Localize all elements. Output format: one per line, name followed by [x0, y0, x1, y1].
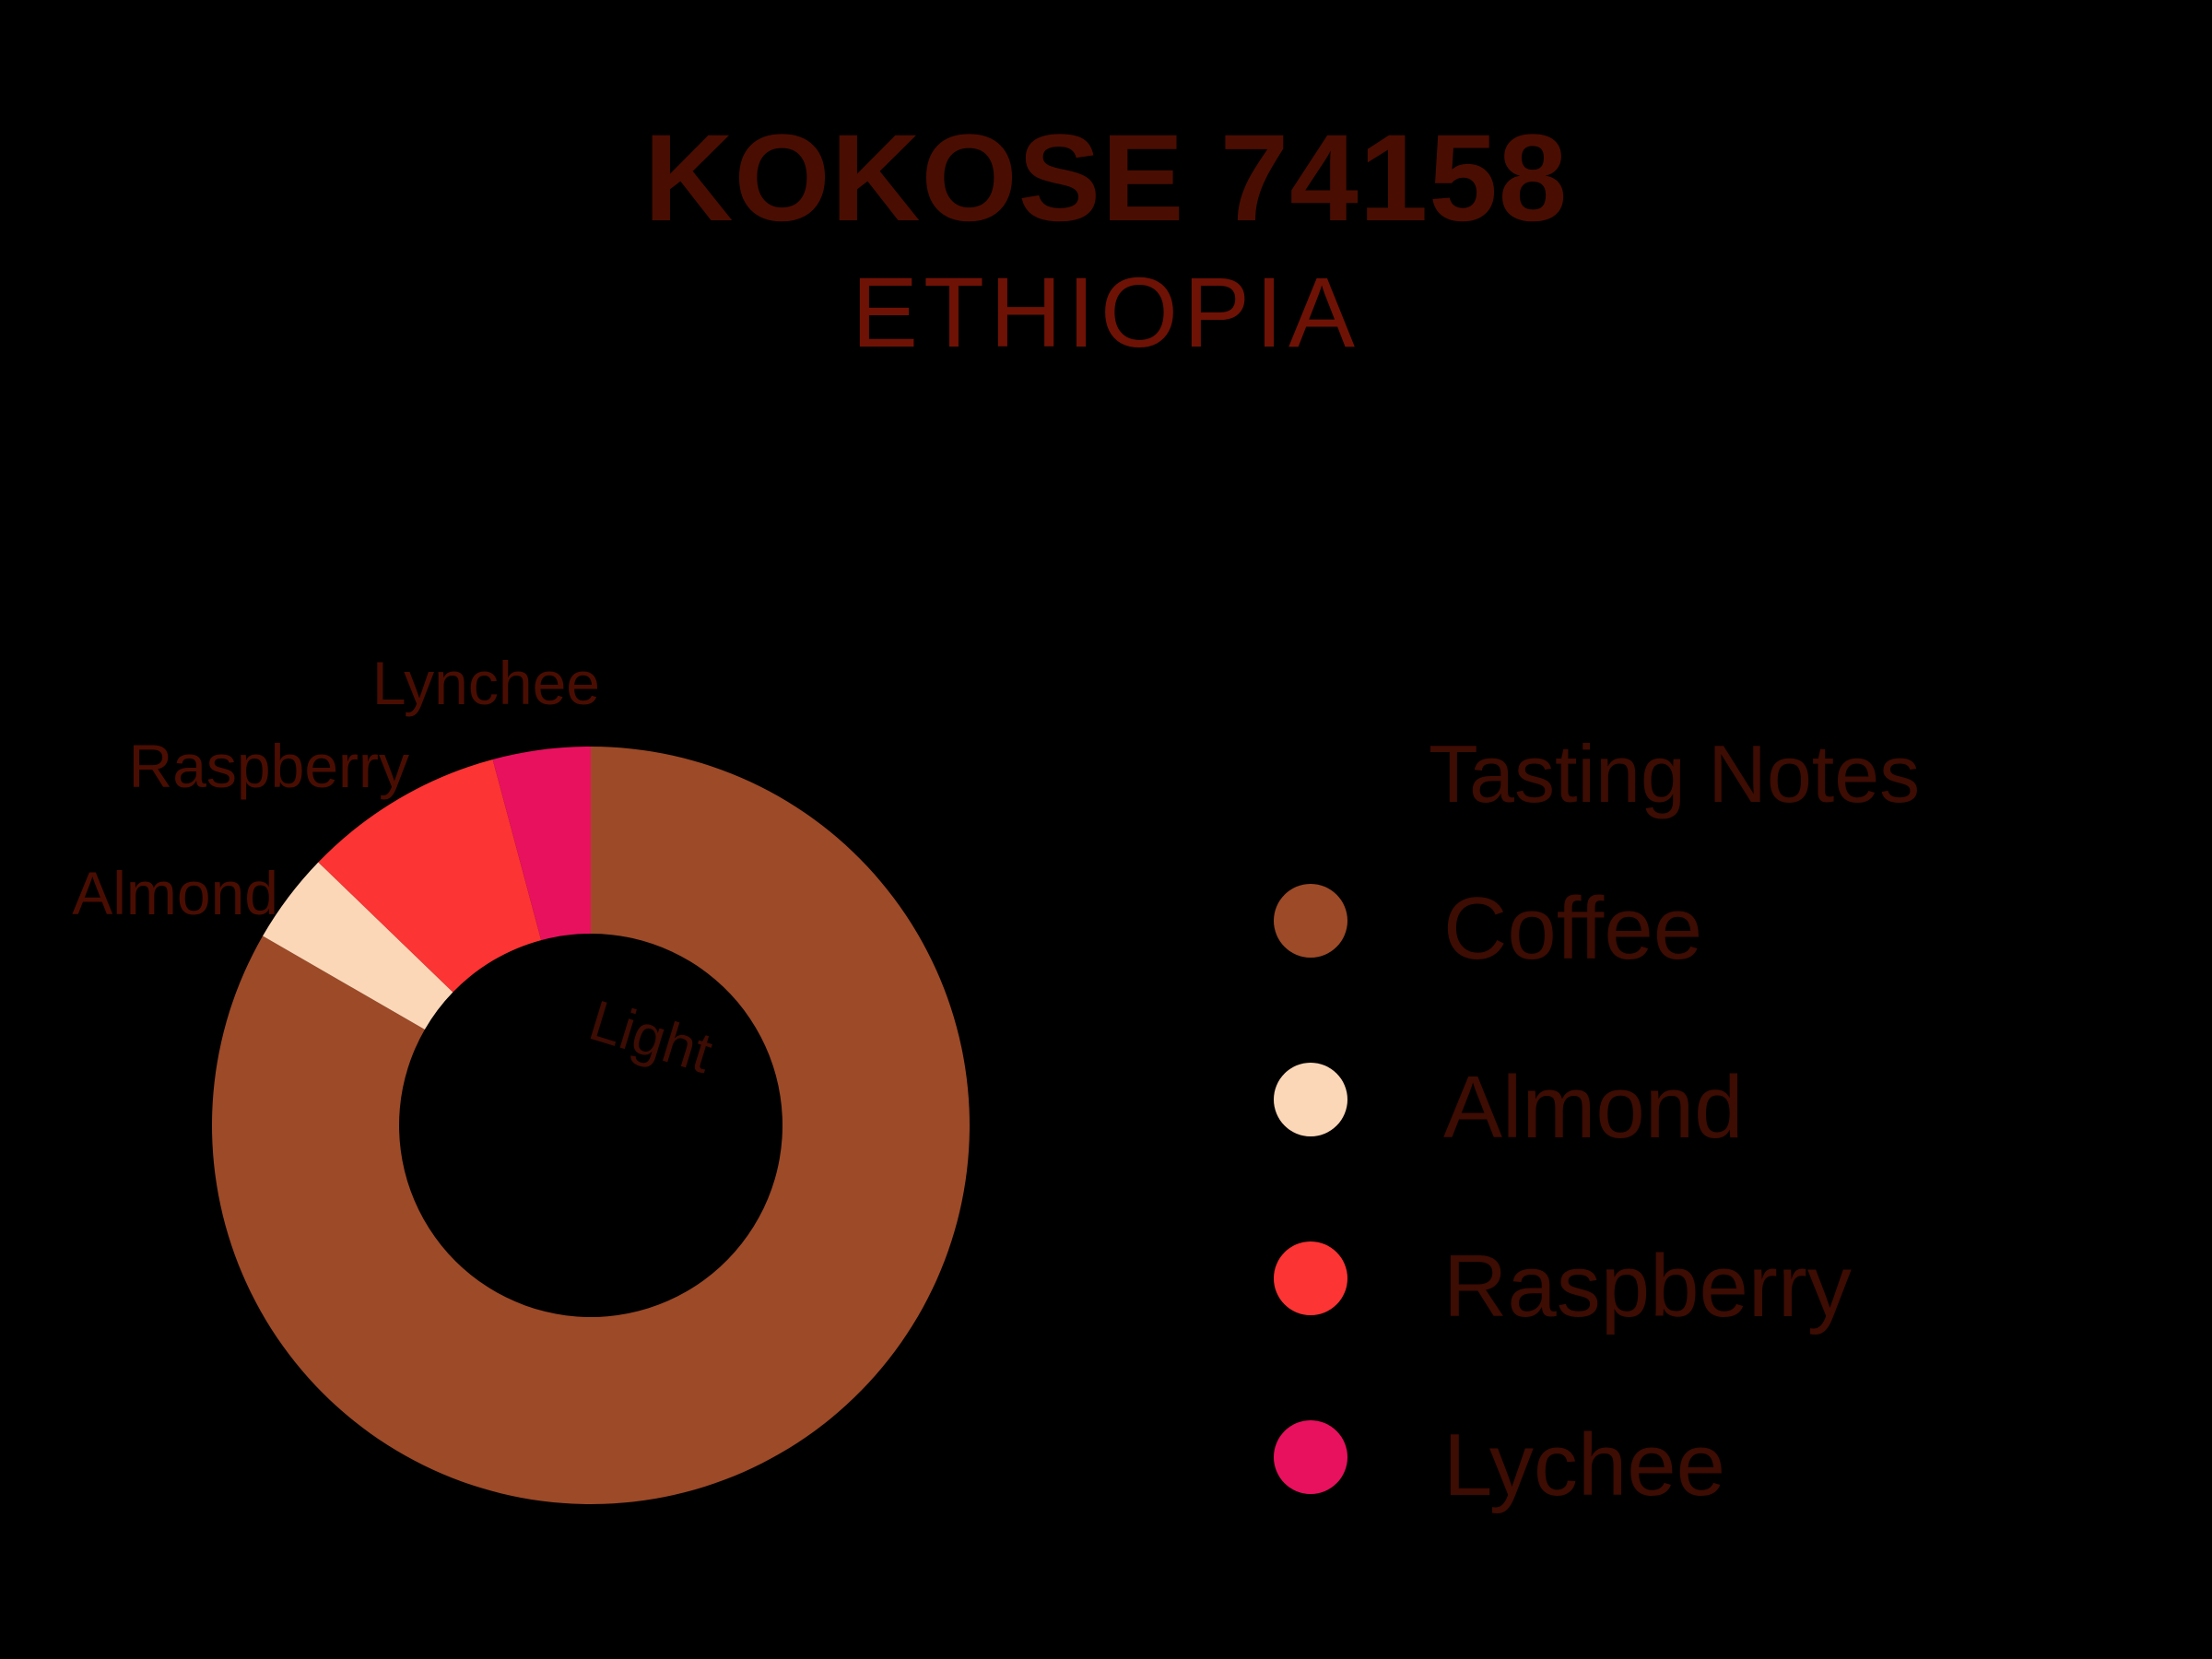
svg-text:Coffee: Coffee — [1443, 879, 1702, 978]
svg-text:Almond: Almond — [1443, 1058, 1744, 1157]
svg-text:Raspberry: Raspberry — [1443, 1237, 1852, 1335]
svg-text:Tasting Notes: Tasting Notes — [1429, 728, 1920, 819]
svg-text:Lynchee: Lynchee — [372, 649, 600, 717]
svg-text:Light: Light — [582, 989, 720, 1086]
svg-text:Raspberry: Raspberry — [129, 732, 409, 800]
svg-text:Almond: Almond — [72, 859, 278, 927]
svg-text:Lychee: Lychee — [1443, 1416, 1725, 1514]
